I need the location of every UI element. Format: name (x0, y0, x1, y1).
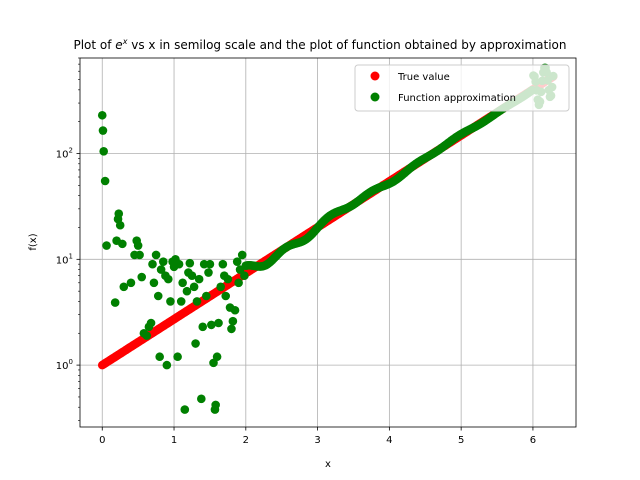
approximation-point (197, 394, 206, 404)
x-tick-label: 1 (171, 435, 177, 446)
approximation-point (205, 259, 215, 269)
approximation-point (135, 250, 144, 260)
approximation-point (194, 274, 204, 284)
approximation-point (198, 322, 208, 332)
approximation-point (151, 250, 161, 260)
approximation-point (221, 291, 231, 301)
approximation-point (163, 274, 173, 284)
x-tick-label: 5 (458, 435, 464, 446)
y-tick-label: 101 (56, 252, 73, 266)
approximation-point (118, 239, 127, 249)
approximation-point (158, 257, 168, 266)
x-tick-label: 0 (99, 435, 105, 446)
approximation-point (218, 259, 228, 269)
approximation-point (232, 257, 242, 266)
approximation-point (100, 176, 110, 186)
approximation-point (146, 318, 156, 328)
approximation-point (204, 268, 213, 277)
x-tick-label: 4 (386, 435, 392, 446)
chart-title: Plot of ex vs x in semilog scale and the… (73, 37, 566, 52)
approximation-point (97, 110, 107, 120)
y-tick-label: 102 (56, 147, 73, 161)
approximation-point (211, 400, 220, 410)
approximation-point (180, 405, 190, 414)
approximation-point (202, 291, 211, 301)
approximation-point (214, 318, 223, 328)
x-axis: 0 1 2 3 4 5 6 (99, 427, 536, 446)
legend: True value Function approximation (354, 64, 570, 112)
approximation-point (133, 241, 143, 250)
approximation-point (176, 297, 186, 306)
legend-marker-approximation (370, 92, 380, 102)
x-tick-label: 6 (530, 435, 536, 446)
approximation-point (234, 278, 243, 288)
legend-label-true-value: True value (397, 72, 450, 83)
y-axis-label: f(x) (28, 233, 39, 250)
approximation-point (114, 209, 124, 218)
approximation-point (174, 259, 184, 269)
approximation-point (237, 250, 247, 260)
approximation-point (98, 126, 108, 135)
approximation-point (212, 352, 222, 362)
approximation-point (182, 286, 192, 296)
approximation-point (191, 339, 200, 348)
approximation-point (149, 278, 159, 288)
approximation-point (216, 282, 225, 292)
approximation-point (185, 258, 195, 268)
approximation-point (173, 352, 182, 362)
approximation-point (240, 271, 249, 281)
approximation-point (153, 291, 163, 301)
x-tick-label: 2 (243, 435, 249, 446)
approximation-point (115, 220, 125, 230)
approximation-point (166, 297, 175, 306)
approximation-point (155, 352, 164, 362)
approximation-point (192, 297, 202, 306)
approximation-point (187, 271, 197, 281)
approximation-point (99, 146, 108, 156)
y-axis: 100 101 102 (56, 57, 80, 421)
approximation-point (102, 241, 111, 250)
y-tick-label: 100 (56, 358, 73, 372)
approximation-point (227, 324, 236, 334)
approximation-point (162, 360, 172, 370)
approximation-point (207, 320, 216, 330)
approximation-point (137, 272, 147, 282)
approximation-point (228, 316, 238, 326)
x-tick-label: 3 (314, 435, 320, 446)
legend-box (354, 64, 570, 112)
approximation-point (189, 282, 199, 292)
approximation-point (230, 305, 240, 315)
legend-marker-true-value (370, 71, 380, 81)
legend-label-approximation: Function approximation (398, 93, 516, 104)
approximation-point (223, 274, 233, 284)
approximation-point (126, 278, 136, 288)
approximation-point (119, 282, 129, 292)
approximation-point (148, 259, 157, 269)
approximation-point (156, 265, 166, 274)
approximation-point (178, 278, 187, 288)
plot-frame (79, 57, 577, 428)
x-axis-label: x (325, 459, 331, 470)
approximation-point (110, 298, 120, 307)
approximation-point (142, 331, 152, 340)
